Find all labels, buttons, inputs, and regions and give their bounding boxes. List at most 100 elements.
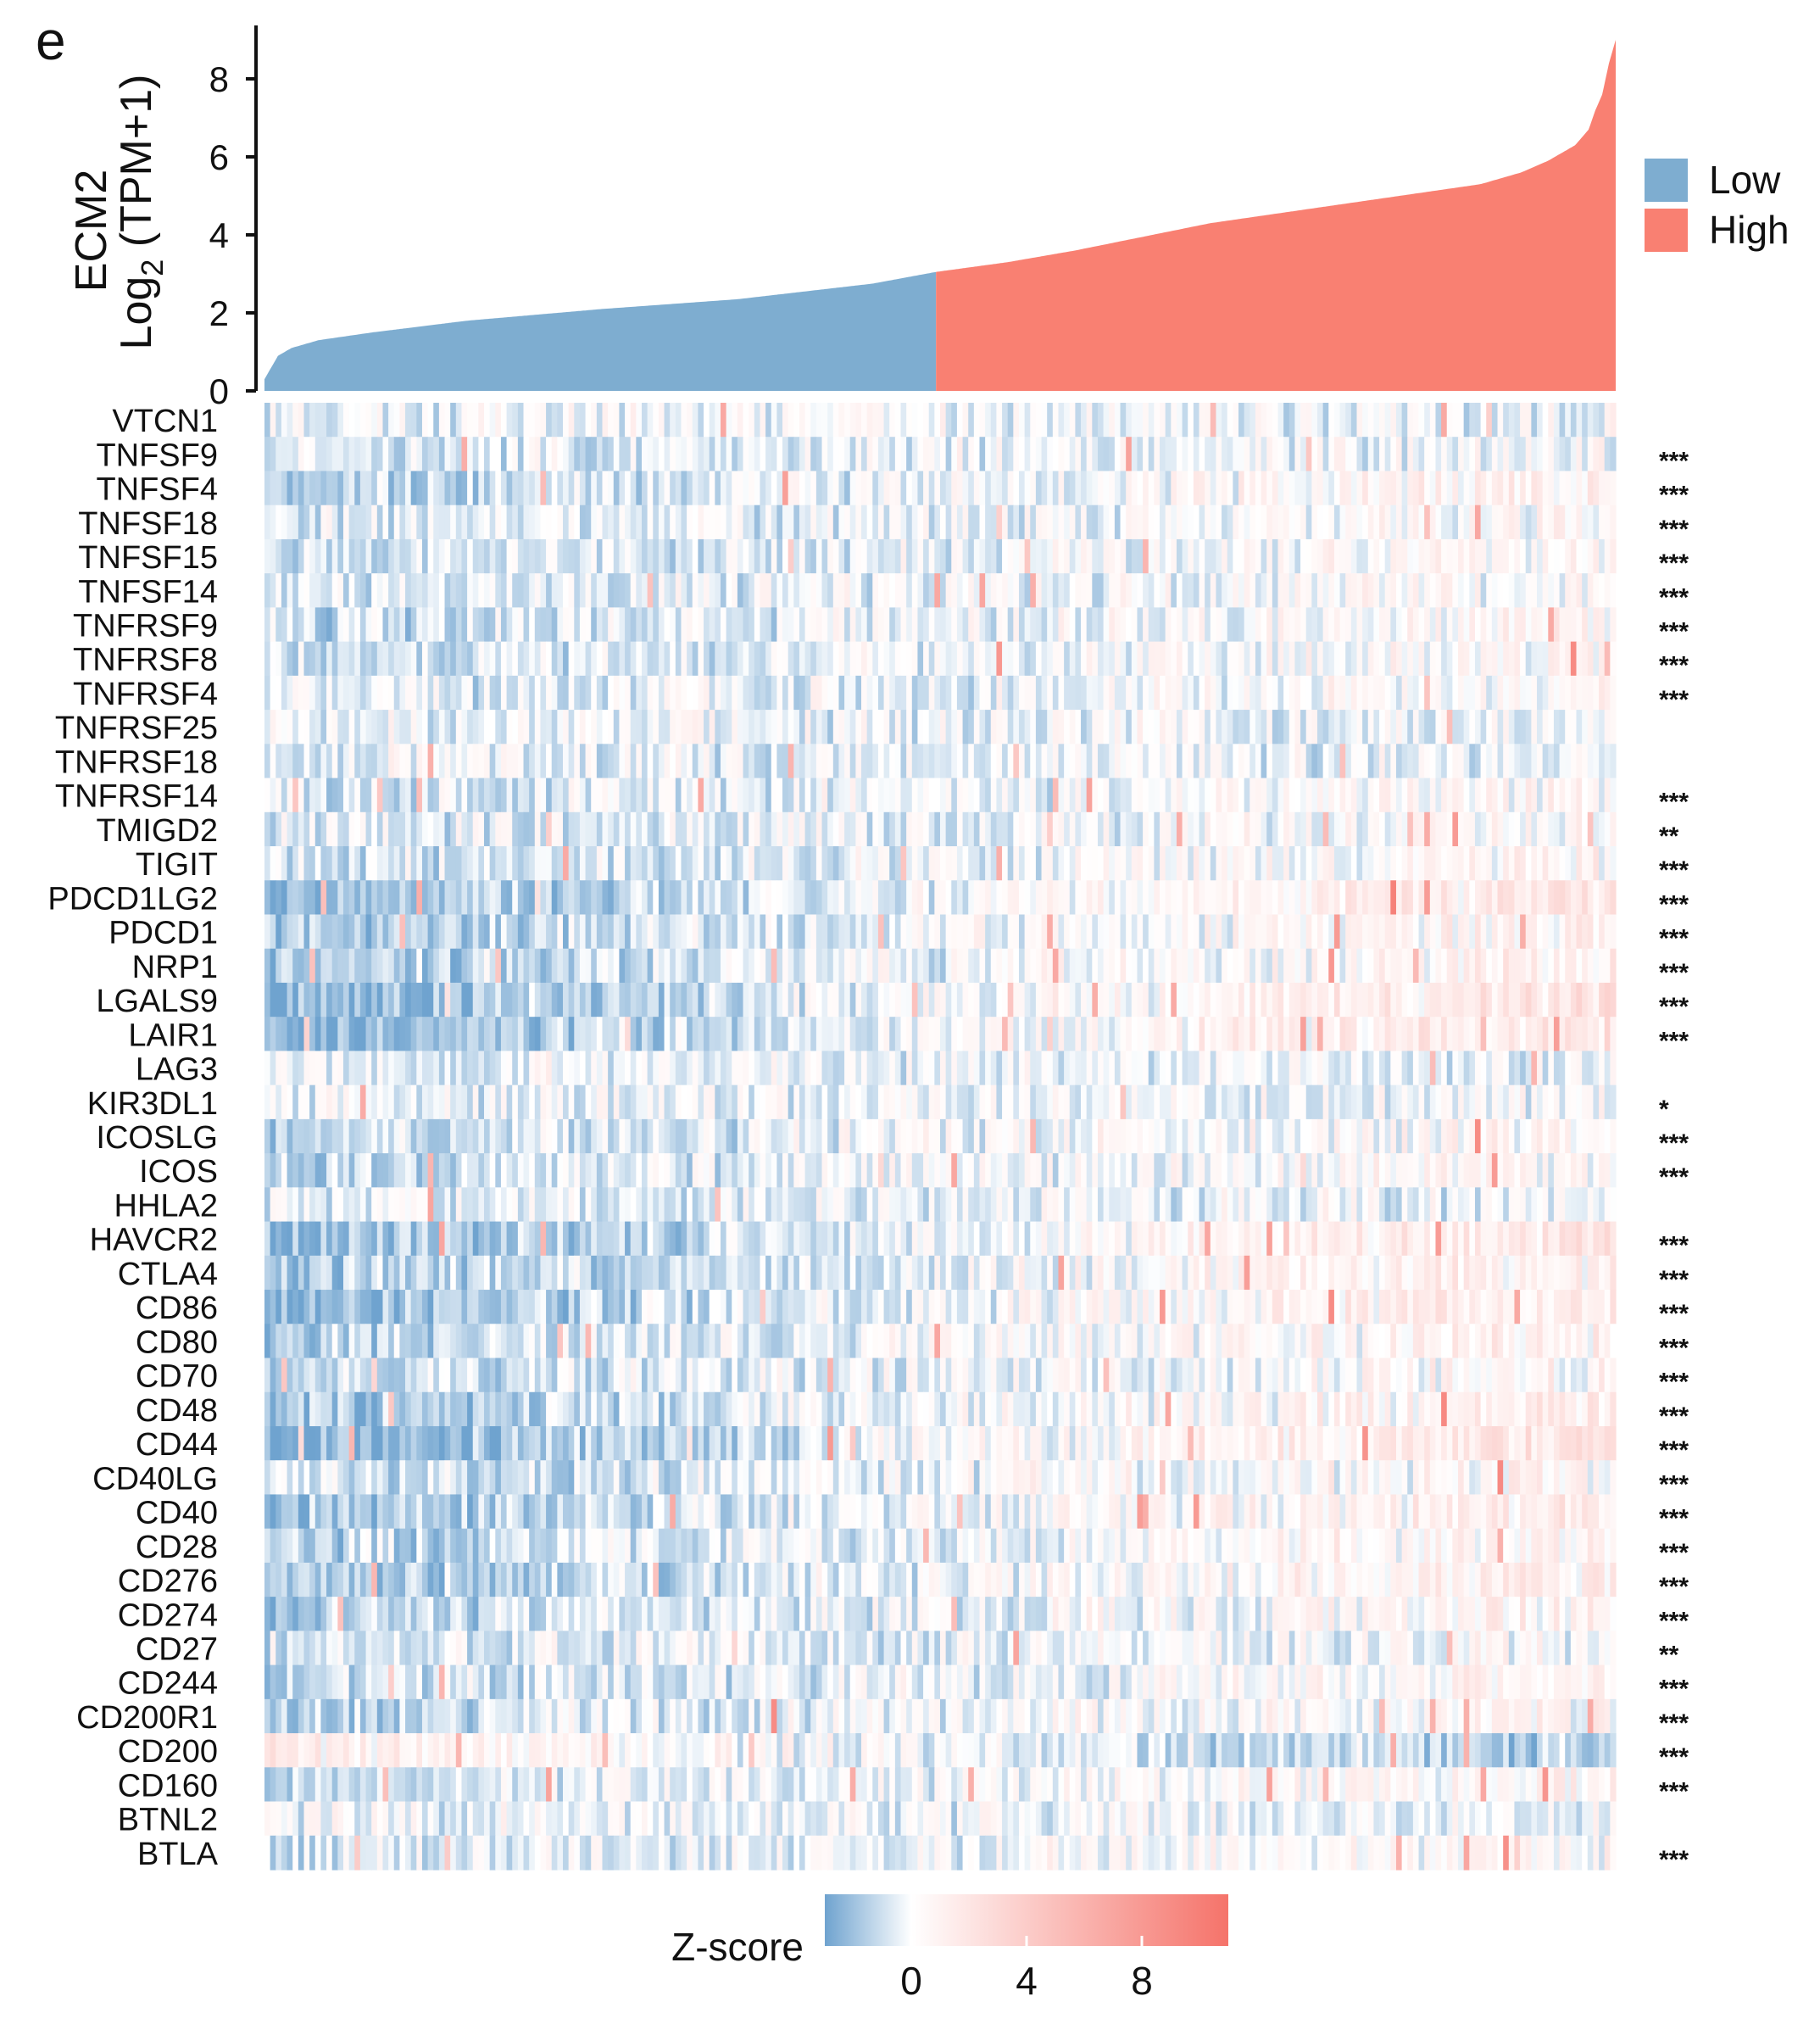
heatmap-cell <box>1283 811 1290 847</box>
heatmap-cell <box>877 437 885 472</box>
heatmap-cell <box>1193 880 1200 916</box>
heatmap-cell <box>281 538 288 574</box>
heatmap-cell <box>749 573 755 608</box>
heatmap-cell <box>1469 914 1476 950</box>
heatmap-cell <box>546 538 553 574</box>
heatmap-cell <box>1367 505 1375 540</box>
heatmap-cell <box>557 948 564 984</box>
heatmap-cell <box>754 437 761 472</box>
heatmap-cell <box>1103 710 1110 744</box>
heatmap-cell <box>1582 1017 1589 1052</box>
heatmap-cell <box>1599 675 1606 711</box>
heatmap-cell <box>968 914 975 950</box>
heatmap-cell <box>602 914 609 950</box>
heatmap-cell <box>393 538 400 574</box>
heatmap-cell <box>658 710 665 744</box>
heatmap-cell <box>1362 641 1369 677</box>
heatmap-cell <box>348 1017 355 1052</box>
heatmap-cell <box>1250 471 1256 506</box>
heatmap-cell <box>1599 880 1606 916</box>
heatmap-cell <box>281 607 288 643</box>
heatmap-cell <box>579 437 587 472</box>
heatmap-cell <box>940 778 947 813</box>
heatmap-cell <box>917 573 924 608</box>
heatmap-cell <box>1593 744 1600 779</box>
heatmap-cell <box>1233 914 1239 950</box>
heatmap-cell <box>664 948 671 984</box>
heatmap-cell <box>962 1051 969 1086</box>
heatmap-cell <box>1305 437 1312 472</box>
heatmap-cell <box>342 914 350 950</box>
heatmap-cell <box>928 744 935 779</box>
heatmap-cell <box>765 914 772 950</box>
heatmap-cell <box>523 880 530 916</box>
heatmap-cell <box>1137 710 1144 744</box>
heatmap-cell <box>1199 538 1205 574</box>
heatmap-cell <box>1474 914 1482 950</box>
heatmap-cell <box>433 811 440 847</box>
heatmap-cell <box>478 675 485 711</box>
heatmap-cell <box>382 811 389 847</box>
heatmap-cell <box>1497 641 1504 677</box>
heatmap-cell <box>1480 573 1487 608</box>
heatmap-cell <box>365 710 372 744</box>
heatmap-cell <box>968 607 975 643</box>
heatmap-cell <box>1041 811 1048 847</box>
heatmap-cell <box>985 811 992 847</box>
heatmap-cell <box>489 471 496 506</box>
heatmap-cell <box>1587 675 1595 711</box>
heatmap-cell <box>365 538 372 574</box>
heatmap-cell <box>1261 1017 1267 1052</box>
heatmap-cell <box>1075 505 1082 540</box>
heatmap-cell <box>855 607 862 643</box>
heatmap-cell <box>1126 437 1133 472</box>
heatmap-cell <box>1283 744 1290 779</box>
heatmap-cell <box>495 403 502 438</box>
heatmap-cell <box>506 948 513 984</box>
heatmap-cell <box>889 846 896 881</box>
heatmap-cell <box>382 948 389 984</box>
heatmap-cell <box>743 1017 749 1052</box>
heatmap-cell <box>940 573 947 608</box>
heatmap-cell <box>1058 914 1065 950</box>
heatmap-cell <box>1570 710 1578 744</box>
heatmap-cell <box>416 1017 423 1052</box>
heatmap-cell <box>320 403 327 438</box>
heatmap-cell <box>827 641 834 677</box>
heatmap-cell <box>793 710 800 744</box>
heatmap-cell <box>844 607 851 643</box>
heatmap-cell <box>1345 914 1352 950</box>
heatmap-cell <box>934 744 941 779</box>
heatmap-cell <box>1328 1017 1335 1052</box>
heatmap-cell <box>855 914 862 950</box>
heatmap-cell <box>1582 675 1589 711</box>
heatmap-cell <box>1069 880 1076 916</box>
heatmap-cell <box>1531 846 1538 881</box>
heatmap-cell <box>1277 744 1284 779</box>
heatmap-cell <box>804 846 811 881</box>
heatmap-cell <box>641 710 648 744</box>
heatmap-cell <box>1300 880 1307 916</box>
heatmap-cell <box>1086 538 1093 574</box>
heatmap-cell <box>421 1084 429 1120</box>
heatmap-cell <box>1356 778 1363 813</box>
heatmap-cell <box>1069 607 1076 643</box>
heatmap-cell <box>1480 1051 1487 1086</box>
heatmap-cell <box>1300 982 1307 1018</box>
heatmap-cell <box>393 1017 400 1052</box>
heatmap-cell <box>500 403 508 438</box>
heatmap-cell <box>1576 538 1583 574</box>
heatmap-cell <box>613 1051 621 1086</box>
heatmap-cell <box>1362 744 1369 779</box>
heatmap-cell <box>1367 778 1375 813</box>
heatmap-cell <box>1593 880 1600 916</box>
heatmap-cell <box>771 880 777 916</box>
heatmap-cell <box>433 846 440 881</box>
heatmap-cell <box>1559 505 1566 540</box>
heatmap-cell <box>889 641 896 677</box>
heatmap-cell <box>692 1017 699 1052</box>
heatmap-cell <box>641 471 648 506</box>
heatmap-cell <box>945 403 952 438</box>
heatmap-cell <box>1339 538 1346 574</box>
heatmap-cell <box>782 471 789 506</box>
